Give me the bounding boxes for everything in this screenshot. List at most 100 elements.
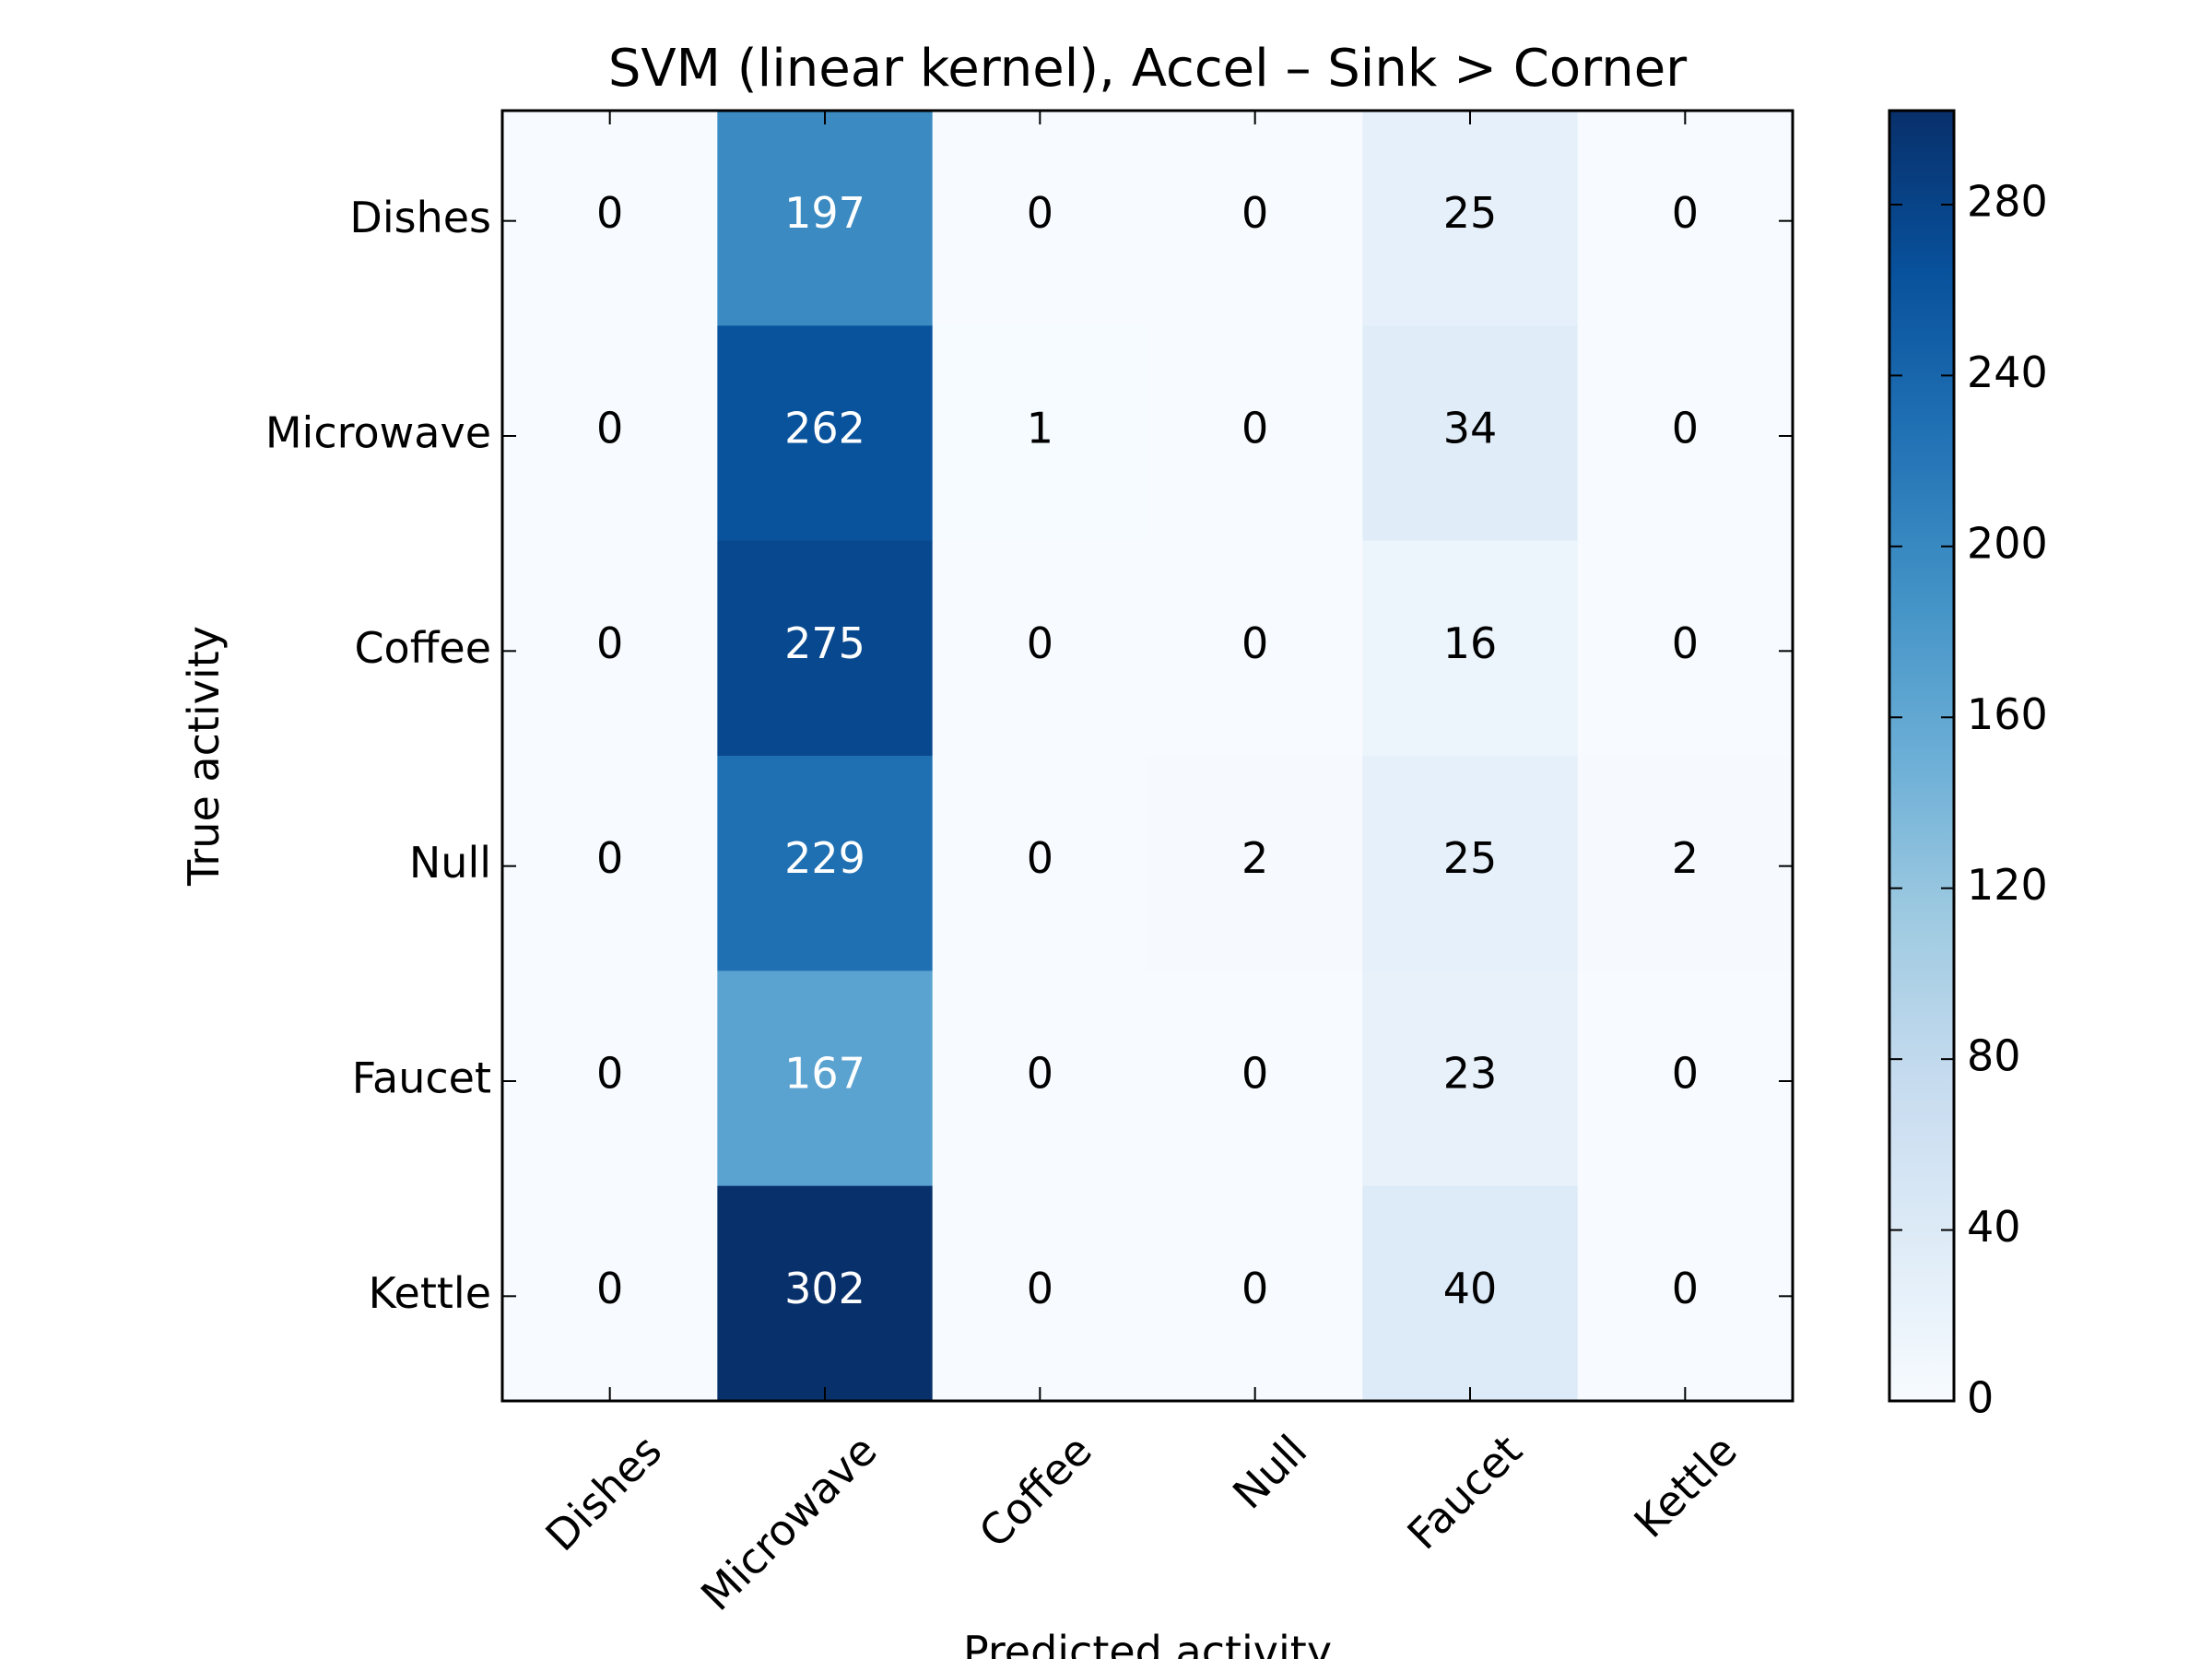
cell-value-label: 0 <box>1241 404 1268 453</box>
heatmap-cell <box>717 971 934 1187</box>
heatmap-cell <box>932 111 1148 326</box>
cell-value-label: 197 <box>784 188 865 238</box>
heatmap-cell <box>1147 756 1363 971</box>
cell-value-label: 275 <box>784 618 865 668</box>
cell-value-label: 0 <box>1672 404 1699 453</box>
heatmap-cells <box>502 111 1794 1402</box>
colorbar <box>1888 109 1956 1403</box>
heatmap-cell <box>502 540 718 757</box>
colorbar-tick-label: 200 <box>1967 518 2048 568</box>
colorbar-tick-label: 280 <box>1967 176 2048 226</box>
cell-value-label: 0 <box>596 188 623 238</box>
heatmap-cell <box>717 1185 934 1402</box>
y-tick-label: Null <box>409 838 491 888</box>
cell-value-label: 0 <box>1672 188 1699 238</box>
heatmap-cell <box>1577 1185 1794 1402</box>
heatmap-cell <box>1362 971 1579 1187</box>
y-tick-label: Microwave <box>265 408 491 458</box>
heatmap-cell <box>717 325 934 542</box>
heatmap-cell <box>1362 111 1579 326</box>
heatmap-cell <box>502 971 718 1187</box>
cell-value-label: 34 <box>1443 404 1498 453</box>
cell-value-label: 0 <box>1027 1049 1053 1099</box>
cell-value-label: 25 <box>1443 188 1498 238</box>
heatmap-cell <box>1577 540 1794 757</box>
heatmap-cell <box>1147 325 1363 542</box>
cell-value-label: 0 <box>596 1049 623 1099</box>
heatmap-cell <box>1147 540 1363 757</box>
cell-value-label: 0 <box>1027 833 1053 883</box>
cell-value-label: 0 <box>596 404 623 453</box>
heatmap-cell <box>1577 325 1794 542</box>
heatmap-cell <box>932 325 1148 542</box>
heatmap-cell <box>1147 111 1363 326</box>
heatmap-cell <box>1362 325 1579 542</box>
heatmap-cell <box>1362 1185 1579 1402</box>
heatmap-cell <box>502 756 718 971</box>
cell-value-label: 0 <box>596 833 623 883</box>
cell-value-label: 2 <box>1672 833 1699 883</box>
cell-value-label: 0 <box>1672 618 1699 668</box>
cell-value-label: 23 <box>1443 1049 1498 1099</box>
cell-value-label: 0 <box>1672 1264 1699 1313</box>
colorbar-tick-label: 0 <box>1967 1373 1994 1423</box>
cell-value-label: 40 <box>1443 1264 1498 1313</box>
cell-value-label: 1 <box>1027 404 1053 453</box>
heatmap-cell <box>502 325 718 542</box>
plot-frame <box>500 109 1794 1403</box>
cell-value-label: 262 <box>784 404 865 453</box>
y-tick-label: Faucet <box>352 1053 491 1103</box>
heatmap-cell <box>932 756 1148 971</box>
cell-value-label: 0 <box>596 1264 623 1313</box>
heatmap-cell <box>717 756 934 971</box>
heatmap-cell <box>1577 971 1794 1187</box>
cell-value-label: 0 <box>1027 1264 1053 1313</box>
cell-value-label: 0 <box>1241 1049 1268 1099</box>
cell-value-label: 302 <box>784 1264 865 1313</box>
cell-value-label: 0 <box>1241 188 1268 238</box>
chart-title: SVM (linear kernel), Accel – Sink > Corn… <box>608 39 1688 99</box>
x-tick-label: Dishes <box>535 1425 671 1560</box>
heatmap-cell <box>717 540 934 757</box>
heatmap-cell <box>1362 756 1579 971</box>
heatmap-cell-labels: 0 197 0 0 25 0 0 262 1 0 34 0 0 275 0 0 16 0 0 229 0 2 25 2 0 167… <box>596 188 1699 1313</box>
colorbar-tick-label: 240 <box>1967 347 2048 397</box>
y-axis-ticks: Dishes Microwave Coffee Null Faucet Kettle <box>265 193 1793 1318</box>
colorbar-tick-label: 160 <box>1967 689 2048 739</box>
y-tick-label: Dishes <box>349 193 491 242</box>
x-tick-label: Kettle <box>1624 1425 1746 1547</box>
cell-value-label: 0 <box>1027 618 1053 668</box>
heatmap-cell <box>1147 971 1363 1187</box>
colorbar-tick-label: 120 <box>1967 860 2048 910</box>
cell-value-label: 167 <box>784 1049 865 1099</box>
cell-value-label: 0 <box>1027 188 1053 238</box>
cell-value-label: 16 <box>1443 618 1498 668</box>
heatmap-cell <box>717 111 934 326</box>
cell-value-label: 0 <box>1241 1264 1268 1313</box>
cell-value-label: 0 <box>596 618 623 668</box>
heatmap-cell <box>1147 1185 1363 1402</box>
y-tick-label: Kettle <box>369 1268 491 1318</box>
heatmap-cell <box>1577 756 1794 971</box>
heatmap-cell <box>932 1185 1148 1402</box>
cell-value-label: 25 <box>1443 833 1498 883</box>
y-axis-label: True activity <box>179 626 229 887</box>
cell-value-label: 0 <box>1241 618 1268 668</box>
heatmap-cell <box>1577 111 1794 326</box>
heatmap-cell <box>502 1185 718 1402</box>
x-tick-label: Microwave <box>691 1425 887 1620</box>
cell-value-label: 2 <box>1241 833 1268 883</box>
colorbar-tick-label: 80 <box>1967 1031 2021 1081</box>
x-tick-label: Faucet <box>1398 1425 1532 1559</box>
heatmap-cell <box>932 971 1148 1187</box>
x-axis-label: Predicted activity <box>963 1627 1332 1659</box>
cell-value-label: 229 <box>784 833 865 883</box>
heatmap-cell <box>932 540 1148 757</box>
colorbar-tick-label: 40 <box>1967 1202 2021 1252</box>
heatmap-cell <box>1362 540 1579 757</box>
cell-value-label: 0 <box>1672 1049 1699 1099</box>
heatmap-cell <box>502 111 718 326</box>
y-tick-label: Coffee <box>354 623 491 673</box>
x-tick-label: Coffee <box>970 1425 1101 1557</box>
